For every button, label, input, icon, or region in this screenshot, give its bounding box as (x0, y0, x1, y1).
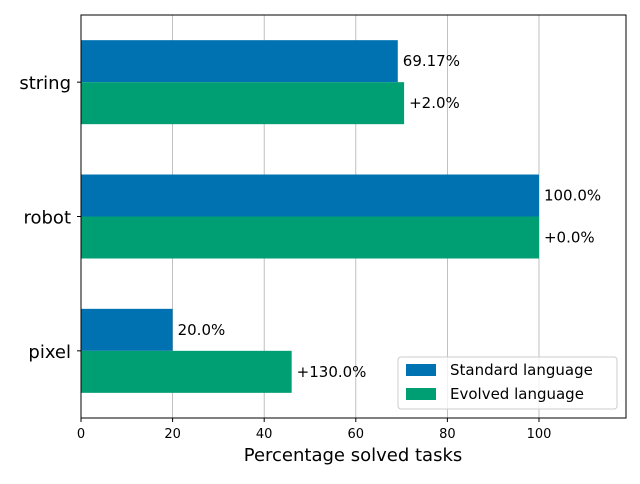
data-label: 20.0% (178, 321, 226, 339)
x-tick-label: 100 (527, 427, 552, 442)
x-tick-label: 60 (348, 427, 365, 442)
data-label: 100.0% (544, 187, 601, 205)
x-tick-label: 40 (256, 427, 273, 442)
x-axis-ticks: 0 20 40 60 80 100 (77, 418, 552, 442)
legend-box (397, 356, 618, 410)
category-label: string (19, 73, 71, 94)
bar (81, 350, 292, 393)
bar (81, 82, 405, 125)
data-label: +2.0% (409, 94, 460, 112)
bar (81, 216, 539, 259)
data-label: +130.0% (297, 363, 367, 381)
data-label: +0.0% (544, 229, 595, 247)
bar (81, 174, 539, 217)
x-tick-label: 80 (439, 427, 456, 442)
bars (81, 40, 539, 393)
bar (81, 40, 398, 83)
x-tick-label: 20 (164, 427, 181, 442)
legend-entry: Evolved language (450, 385, 584, 403)
data-labels: 20.0% +130.0% 100.0% +0.0% 69.17% +2.0% (178, 52, 602, 381)
legend-swatch (406, 388, 436, 400)
x-axis-label: Percentage solved tasks (244, 445, 463, 466)
bar (81, 308, 173, 351)
legend-swatch (406, 364, 436, 376)
category-label: pixel (28, 342, 71, 363)
category-label: robot (23, 208, 71, 229)
x-tick-label: 0 (77, 427, 85, 442)
legend-entry: Standard language (450, 361, 593, 379)
data-label: 69.17% (403, 52, 460, 70)
y-axis-categories: pixel robot string (19, 73, 81, 363)
legend: Standard language Evolved language (397, 356, 618, 410)
